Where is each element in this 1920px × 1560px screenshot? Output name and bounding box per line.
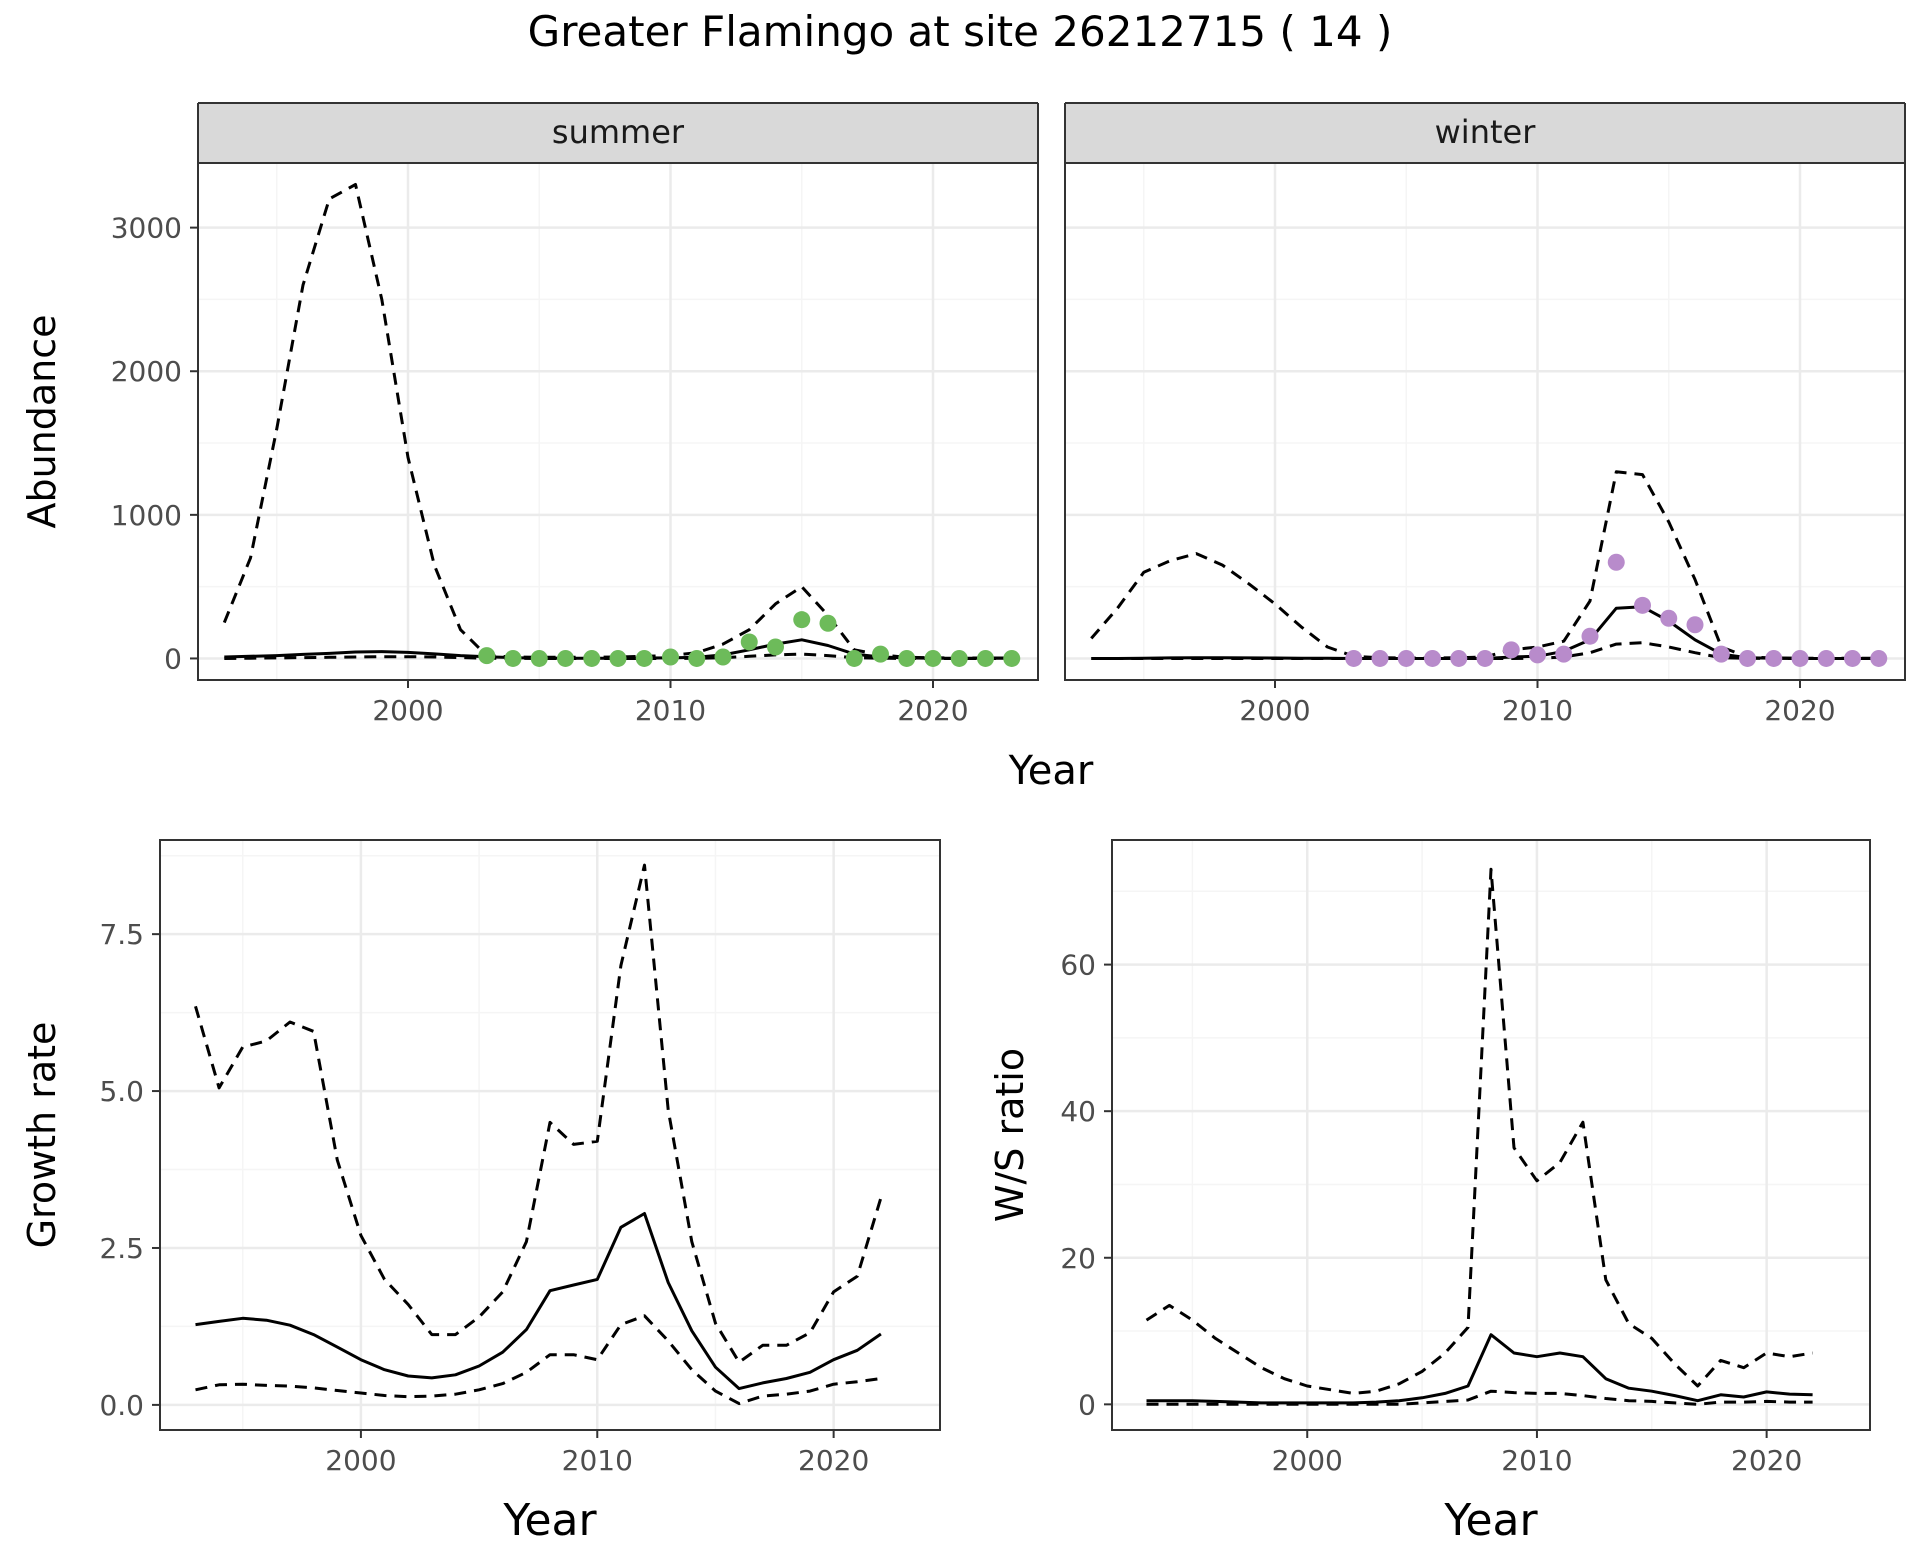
data-point (1870, 649, 1888, 667)
data-point (662, 648, 679, 666)
data-point (924, 649, 942, 667)
x-tick-label: 2010 (562, 1444, 633, 1477)
panel-growth: 2000 2010 2020 0.0 2.5 5.0 7.5 Growth rate Year (20, 839, 941, 1546)
data-point (1502, 641, 1520, 659)
data-point (1791, 649, 1809, 667)
x-tick-label: 2000 (372, 694, 443, 727)
y-tick-label: 5.0 (99, 1075, 144, 1108)
data-point (1371, 649, 1389, 667)
data-point (557, 649, 574, 667)
data-point (635, 649, 653, 667)
data-point (819, 614, 837, 632)
facet-strip-label: winter (1435, 113, 1537, 151)
series-group (222, 183, 1021, 667)
data-point (583, 649, 601, 667)
x-tick-label: 2020 (798, 1444, 869, 1477)
y-tick-label: 20 (1060, 1242, 1096, 1275)
panel-winter: winter 2000 2010 2020 (1064, 102, 1906, 727)
panel-border (159, 839, 941, 1431)
data-point (950, 649, 968, 667)
panel-border (197, 162, 1039, 681)
y-tick-label: 0 (164, 642, 182, 675)
series-group (1090, 470, 1888, 667)
facet-strip-winter (1065, 103, 1905, 163)
y-axis-title: Growth rate (20, 1022, 64, 1249)
y-tick-label: 7.5 (99, 918, 144, 951)
data-point (845, 649, 863, 667)
data-point (977, 649, 994, 667)
shared-x-axis-title: Year (1008, 748, 1094, 794)
series-group (1145, 867, 1813, 1406)
data-point (1817, 649, 1835, 667)
y-tick-label: 1000 (111, 499, 182, 532)
panel-border (1064, 162, 1906, 681)
series-interval-line (1091, 641, 1879, 660)
x-tick-label: 2010 (1502, 694, 1573, 727)
x-tick-label: 2000 (1272, 1444, 1343, 1477)
x-tick-label: 2020 (897, 694, 968, 727)
x-tick-label: 2010 (1501, 1444, 1572, 1477)
x-tick-label: 2010 (635, 694, 706, 727)
y-tick-label: 0.0 (99, 1389, 144, 1422)
x-tick-label: 2020 (1731, 1444, 1802, 1477)
series-interval-line (194, 863, 883, 1364)
panel-border (1111, 839, 1871, 1431)
panel-ratio: 2000 2010 2020 0 20 40 60 W/S ratio Year (988, 839, 1871, 1546)
data-point (793, 611, 811, 629)
data-point (504, 649, 522, 667)
data-point (1450, 649, 1468, 667)
y-tick-label: 2000 (111, 355, 182, 388)
series-interval-line (1145, 867, 1813, 1395)
facet-strip-label: summer (552, 113, 685, 151)
y-tick-label: 2.5 (99, 1232, 144, 1265)
y-axis-title: W/S ratio (988, 1048, 1032, 1222)
data-point (1476, 649, 1494, 667)
data-point (1712, 645, 1730, 663)
x-tick-label: 2020 (1764, 694, 1835, 727)
series-group (194, 863, 883, 1406)
data-point (1686, 616, 1704, 634)
x-tick-label: 2000 (1239, 694, 1310, 727)
y-axis-title: Abundance (20, 314, 64, 528)
data-point (1765, 649, 1783, 667)
series-interval-line (195, 1314, 882, 1406)
data-point (1634, 596, 1651, 614)
data-point (740, 633, 758, 651)
data-point (1844, 649, 1861, 667)
data-point (714, 648, 732, 666)
data-point (898, 649, 916, 667)
series-interval-line (1146, 1389, 1813, 1406)
data-point (1660, 609, 1678, 627)
x-axis-title: Year (502, 1495, 597, 1546)
data-point (1555, 645, 1573, 663)
data-point (872, 645, 889, 663)
data-point (1607, 553, 1625, 571)
facet-strip-summer (198, 103, 1038, 163)
data-point (1739, 649, 1756, 667)
y-tick-label: 3000 (111, 212, 182, 245)
x-tick-label: 2000 (325, 1444, 396, 1477)
data-point (688, 649, 706, 667)
y-tick-label: 0 (1078, 1388, 1096, 1421)
data-point (478, 647, 496, 665)
data-point (1529, 646, 1546, 664)
x-axis-title: Year (1443, 1495, 1538, 1546)
series-interval-line (224, 652, 1012, 660)
y-tick-label: 60 (1060, 949, 1096, 982)
data-point (767, 638, 784, 656)
data-point (609, 649, 627, 667)
data-point (1581, 627, 1599, 645)
y-tick-label: 40 (1060, 1095, 1096, 1128)
data-point (1424, 649, 1441, 667)
data-point (1397, 649, 1415, 667)
data-point (1345, 649, 1363, 667)
data-point (1003, 649, 1021, 667)
panel-summer: summer 2000 2010 2020 0 1000 2000 3000 Abundance (20, 102, 1039, 727)
series-estimate-line (1146, 1333, 1813, 1405)
figure-title: Greater Flamingo at site 26212715 ( 14 ) (528, 7, 1393, 56)
series-estimate-line (195, 1212, 882, 1391)
data-point (530, 649, 548, 667)
